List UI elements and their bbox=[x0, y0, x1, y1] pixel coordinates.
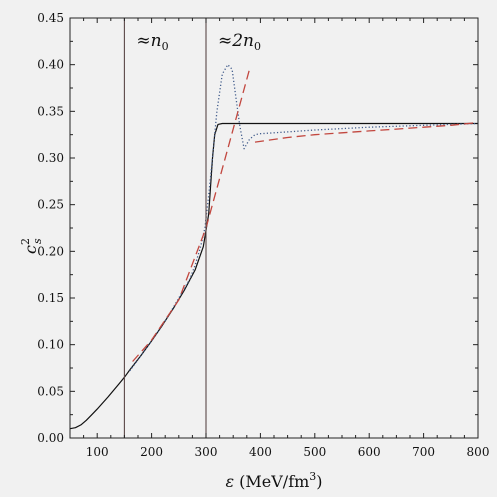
y-tick-label: 0.45 bbox=[37, 11, 64, 25]
labels-group: ε (MeV/fm3) c2s bbox=[19, 238, 323, 491]
y-tick-label: 0.35 bbox=[37, 104, 64, 118]
plot-area bbox=[70, 18, 478, 438]
y-axis-label: c2s bbox=[19, 238, 44, 254]
x-tick-label: 300 bbox=[195, 445, 218, 459]
vline-label-0: ≈n0 bbox=[136, 31, 168, 53]
y-tick-label: 0.05 bbox=[37, 384, 64, 398]
reference-lines: ≈n0 ≈2n0 bbox=[123, 18, 261, 438]
ticks-group: 100 200 300 400 500 600 700 800 0.00 0.05 0.10 0.15… bbox=[37, 11, 489, 459]
x-tick-label: 500 bbox=[303, 445, 326, 459]
x-axis-label: ε (MeV/fm3) bbox=[225, 470, 322, 491]
y-tick-label: 0.00 bbox=[37, 431, 64, 445]
y-tick-label: 0.15 bbox=[37, 291, 64, 305]
x-tick-label: 800 bbox=[467, 445, 490, 459]
x-tick-label: 100 bbox=[86, 445, 109, 459]
y-tick-label: 0.30 bbox=[37, 151, 64, 165]
x-tick-label: 200 bbox=[140, 445, 163, 459]
x-tick-label: 600 bbox=[358, 445, 381, 459]
y-tick-label: 0.25 bbox=[37, 198, 64, 212]
y-tick-label: 0.40 bbox=[37, 58, 64, 72]
y-tick-label: 0.10 bbox=[37, 338, 64, 352]
vline-label-1: ≈2n0 bbox=[218, 31, 261, 53]
x-tick-label: 400 bbox=[249, 445, 272, 459]
x-tick-label: 700 bbox=[412, 445, 435, 459]
series-group bbox=[69, 64, 479, 430]
y-tick-label: 0.20 bbox=[37, 244, 64, 258]
series-dashed-line-1 bbox=[254, 121, 479, 143]
series-dashed-line-0 bbox=[132, 69, 251, 362]
